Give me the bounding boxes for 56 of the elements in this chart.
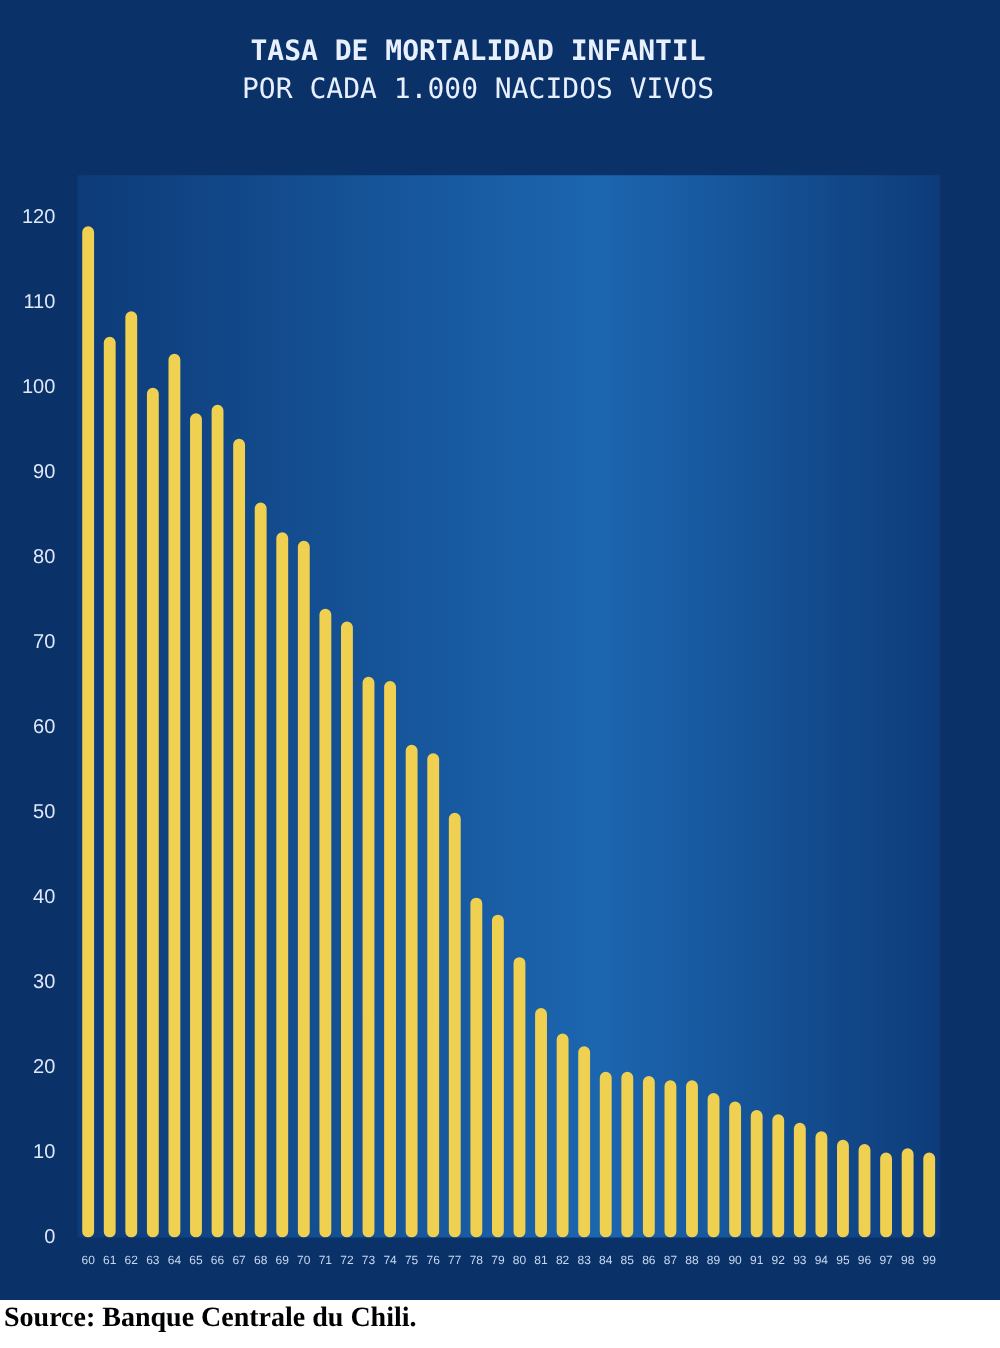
bar [621, 1071, 634, 1238]
bar [233, 438, 246, 1238]
bar [254, 502, 267, 1238]
bar [556, 1033, 569, 1238]
chart-subtitle: POR CADA 1.000 NACIDOS VIVOS [241, 73, 715, 106]
bar [599, 1071, 612, 1238]
y-tick-label: 120 [21, 207, 57, 230]
bar [297, 540, 310, 1238]
bar [427, 753, 440, 1238]
bar [384, 680, 396, 1238]
source-note: Source: Banque Centrale du Chili. [4, 1304, 419, 1336]
bar [837, 1139, 849, 1238]
bar [190, 413, 202, 1238]
bar [815, 1131, 828, 1238]
bar [405, 744, 418, 1238]
bar [125, 311, 138, 1238]
chart-title: TASA DE MORTALIDAD INFANTIL [250, 36, 706, 69]
bar [146, 387, 159, 1238]
bar [341, 621, 353, 1238]
bar [448, 812, 461, 1238]
y-tick-label: 100 [21, 377, 57, 400]
bar [772, 1114, 785, 1238]
y-tick-label: 20 [33, 1057, 57, 1080]
bar [491, 914, 504, 1238]
bar [578, 1046, 591, 1238]
y-tick-label: 10 [33, 1142, 57, 1165]
bar [513, 957, 526, 1238]
bar [82, 226, 95, 1238]
bar [103, 336, 116, 1238]
bar [923, 1152, 936, 1238]
y-tick-label: 80 [33, 547, 57, 570]
y-tick-label: 40 [33, 887, 57, 910]
bar [901, 1148, 914, 1238]
bar [362, 676, 375, 1238]
bar [168, 353, 181, 1238]
bar [535, 1008, 547, 1238]
bar [664, 1080, 677, 1238]
y-tick-label: 70 [33, 632, 57, 655]
bar [793, 1122, 806, 1238]
y-tick-label: 60 [33, 717, 57, 740]
bar [880, 1152, 893, 1238]
bar [858, 1144, 871, 1238]
y-tick-label: 30 [33, 972, 57, 995]
bar [686, 1080, 698, 1238]
y-tick-label: 50 [33, 802, 57, 825]
y-tick-label: 0 [44, 1227, 57, 1250]
bar [276, 532, 289, 1238]
y-tick-label: 110 [23, 292, 57, 315]
bar [750, 1110, 763, 1238]
bar [470, 897, 483, 1238]
bar [211, 404, 224, 1238]
bar [707, 1093, 720, 1238]
bar [642, 1076, 655, 1238]
bar [319, 608, 332, 1238]
bar [729, 1101, 742, 1238]
y-tick-label: 90 [33, 462, 57, 485]
